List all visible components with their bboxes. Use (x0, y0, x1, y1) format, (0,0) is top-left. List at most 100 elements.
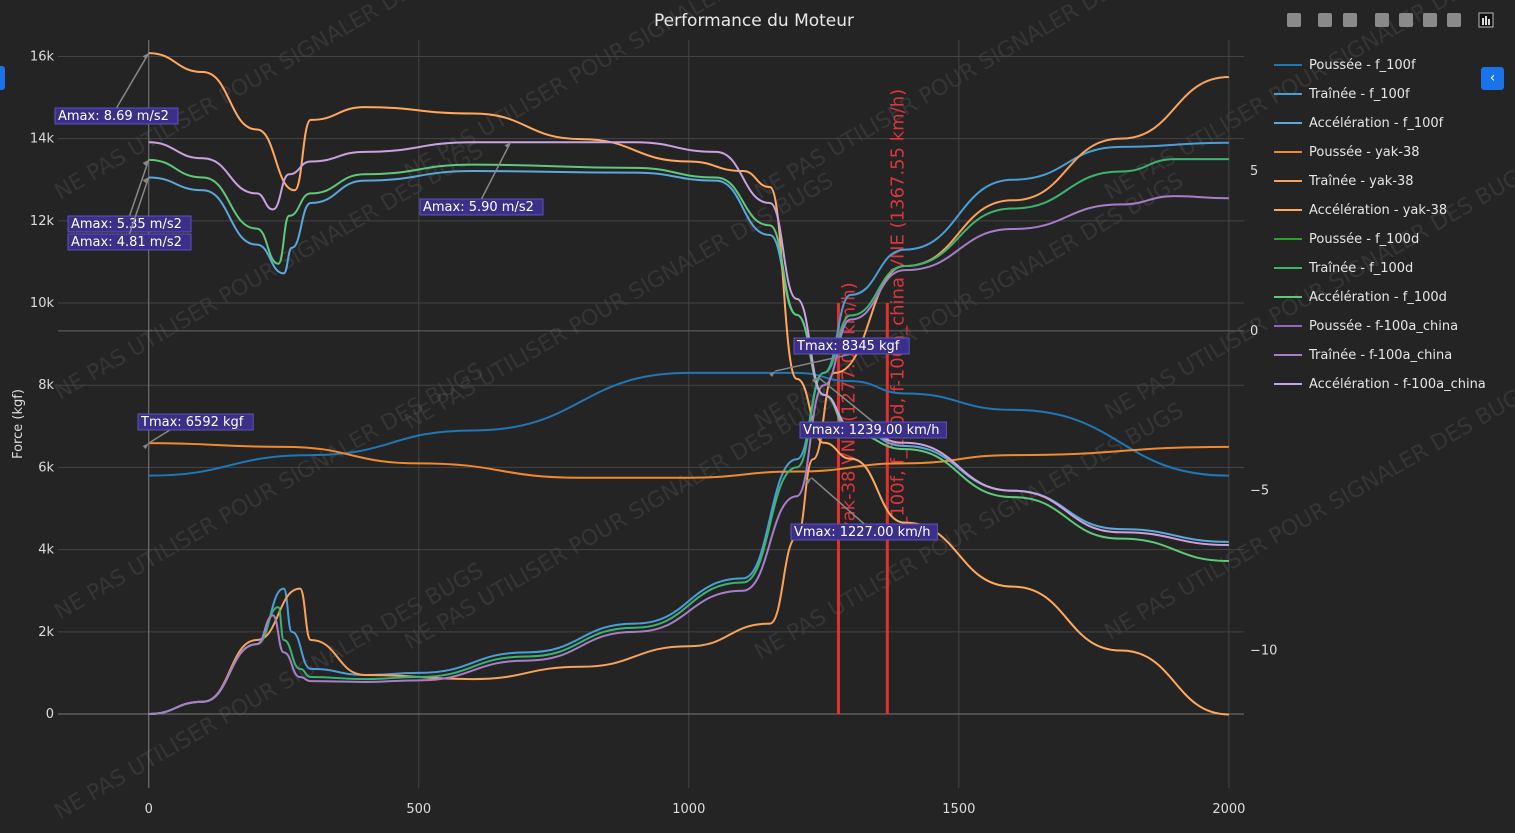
annotation-arrow (128, 176, 150, 235)
series-line (148, 170, 1229, 543)
toolbar-glyph (1343, 13, 1357, 27)
x-tick-label: 0 (145, 802, 153, 817)
y-tick-label: 4k (38, 543, 54, 558)
logo-bar (1488, 19, 1490, 25)
x-tick-label: 2000 (1212, 802, 1245, 817)
y-tick-label: 6k (38, 460, 54, 475)
y-tick-label: 10k (30, 296, 55, 311)
annotation-text: Vmax: 1239.00 km/h (803, 423, 939, 438)
annotation-arrow (115, 52, 150, 109)
legend-item-label[interactable]: Accélération - f_100f (1309, 116, 1444, 131)
grid (58, 40, 1244, 788)
toolbar-glyph (1447, 13, 1461, 27)
camera-icon[interactable] (1287, 13, 1301, 27)
legend-item-label[interactable]: Accélération - yak-38 (1309, 203, 1447, 218)
toolbar-glyph (1399, 13, 1413, 27)
y-tick-label: 2k (38, 625, 54, 640)
vne-label: f_100f, f_100d, f-100a_china VNE (1367.5… (887, 89, 908, 532)
annotation-arrowhead (805, 477, 812, 484)
y-tick-label: 16k (30, 49, 55, 64)
annotation-box (419, 198, 544, 216)
x-tick-label: 1000 (672, 802, 705, 817)
annotation-text: Tmax: 6592 kgf (140, 415, 244, 430)
annotation-arrowhead (769, 371, 776, 378)
annotation-text: Amax: 5.35 m/s2 (71, 217, 182, 232)
annotation-arrowhead (504, 142, 511, 149)
series-line (148, 195, 1229, 716)
autoscale-icon[interactable] (1423, 13, 1437, 27)
annotation-arrow (810, 477, 865, 525)
y2-tick-label: −5 (1250, 484, 1269, 499)
watermark-text: NE PAS UTILISER POUR SIGNALER DES BUGS (51, 358, 488, 625)
left-panel-toggle[interactable] (0, 66, 5, 90)
zoom-out-icon[interactable] (1399, 13, 1413, 27)
toolbar-glyph (1375, 13, 1389, 27)
x-tick-label: 1500 (942, 802, 975, 817)
legend-item-label[interactable]: Traînée - f_100f (1308, 87, 1410, 102)
annotation-text: Vmax: 1227.00 km/h (794, 525, 930, 540)
y2-tick-label: 0 (1250, 324, 1258, 339)
modebar[interactable] (1287, 12, 1494, 28)
annotation-arrowhead (142, 177, 149, 184)
watermark-text: NE PAS UTILISER POUR SIGNALER DES BUGS (51, 558, 488, 825)
y-tick-label: 12k (30, 214, 55, 229)
annotation-arrow (817, 376, 874, 423)
y-tick-label: 14k (30, 132, 55, 147)
pan-icon[interactable] (1343, 13, 1357, 27)
series-layer (148, 52, 1229, 716)
legend-item-label[interactable]: Poussée - f_100f (1309, 58, 1416, 73)
legend[interactable]: Poussée - f_100f Traînée - f_100f Accéléra… (1274, 58, 1486, 392)
series-line (148, 158, 1229, 563)
watermark-text: NE PAS UTILISER POUR SIGNALER DES BUGS (1101, 0, 1515, 205)
legend-item-label[interactable]: Traînée - yak-38 (1308, 174, 1414, 189)
toolbar-glyph (1423, 13, 1437, 27)
legend-item-label[interactable]: Traînée - f_100d (1308, 261, 1413, 276)
legend-item-label[interactable]: Poussée - yak-38 (1309, 145, 1420, 160)
annotation-arrowhead (142, 443, 149, 450)
y2-tick-label: 5 (1250, 164, 1258, 179)
annotation-text: Amax: 8.69 m/s2 (58, 109, 169, 124)
y-tick-label: 0 (46, 707, 54, 722)
legend-item-label[interactable]: Accélération - f_100d (1309, 290, 1447, 305)
series-line (148, 75, 1229, 716)
logo-bar (1485, 16, 1487, 25)
annotation-text: Amax: 5.90 m/s2 (423, 200, 534, 215)
annotation-text: Amax: 4.81 m/s2 (71, 235, 182, 250)
annotation-box (137, 413, 254, 431)
logo-bar (1482, 18, 1484, 25)
y2-tick-label: −10 (1250, 644, 1277, 659)
annotation-arrow (128, 159, 150, 217)
annotation-arrow (775, 353, 852, 372)
y-tick-label: 8k (38, 378, 54, 393)
annotation-arrowhead (811, 377, 818, 384)
series-line (148, 158, 1229, 716)
right-panel-toggle[interactable]: ‹ (1481, 67, 1504, 90)
legend-item-label[interactable]: Traînée - f-100a_china (1308, 348, 1452, 363)
series-line (148, 141, 1229, 547)
annotation-arrow (480, 141, 512, 200)
zoom-icon[interactable] (1318, 13, 1332, 27)
annotations-layer: Amax: 8.69 m/s2 Amax: 5.35 m/s2 Amax: 4.81… (54, 52, 947, 541)
axis-ticks: 0 500 1000 1500 2000 0 2k 4k 6k 8k 10k 12k 14k 16k −10… (30, 49, 1278, 817)
annotation-box (54, 107, 179, 125)
chart-title: Performance du Moteur (654, 11, 854, 31)
y-axis-label: Force (kgf) (11, 389, 26, 459)
annotation-arrowhead (142, 53, 149, 60)
x-tick-label: 500 (406, 802, 431, 817)
series-line (148, 371, 1229, 477)
annotation-box (67, 233, 192, 251)
logo-icon[interactable] (1478, 12, 1494, 28)
series-line (148, 52, 1229, 716)
annotation-text: Tmax: 8345 kgf (796, 339, 900, 354)
toolbar-glyph (1318, 13, 1332, 27)
series-line (148, 442, 1229, 479)
legend-item-label[interactable]: Accélération - f-100a_china (1309, 377, 1486, 392)
annotation-box (793, 337, 910, 355)
legend-item-label[interactable]: Poussée - f_100d (1309, 232, 1419, 247)
toolbar-glyph (1287, 13, 1301, 27)
series-line (148, 141, 1229, 716)
legend-item-label[interactable]: Poussée - f-100a_china (1309, 319, 1458, 334)
zoom-in-icon[interactable] (1375, 13, 1389, 27)
reset-axes-icon[interactable] (1447, 13, 1461, 27)
